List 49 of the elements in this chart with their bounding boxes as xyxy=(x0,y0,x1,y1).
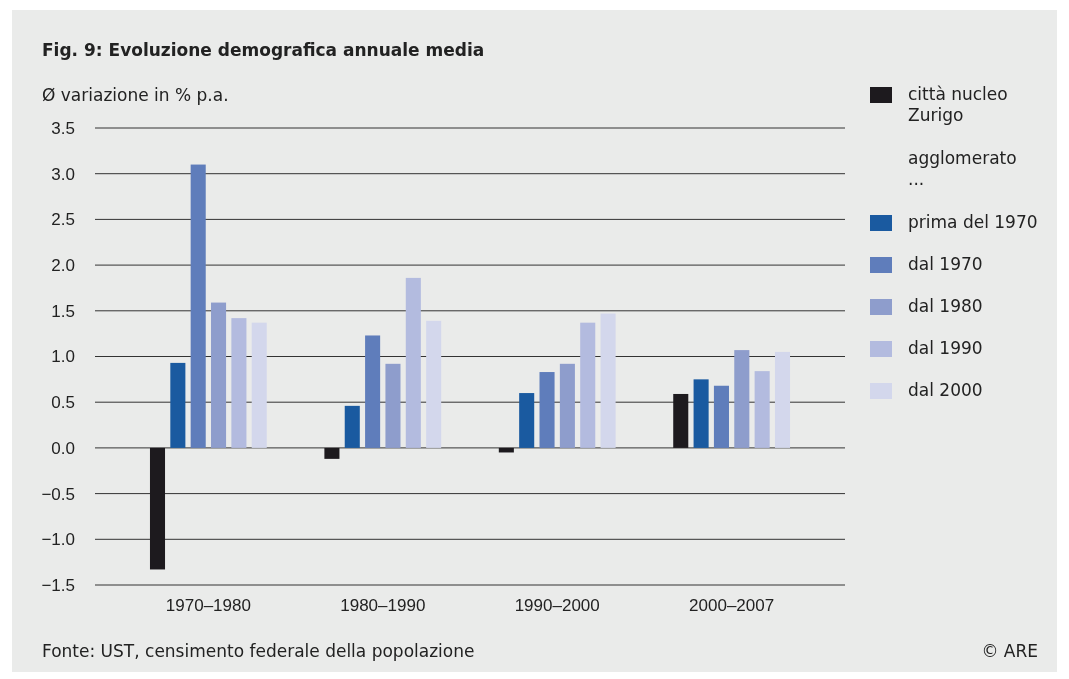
y-tick-label: 3.0 xyxy=(51,164,75,184)
bar xyxy=(539,372,555,448)
bar xyxy=(251,322,267,448)
bar xyxy=(754,371,770,448)
source-note: Fonte: UST, censimento federale della popolazione xyxy=(42,641,475,661)
bar xyxy=(559,363,575,448)
y-tick-label: 2.0 xyxy=(51,256,75,276)
y-tick-label: −1.0 xyxy=(41,530,75,550)
legend-label: dal 1990 xyxy=(908,338,983,358)
bar xyxy=(774,351,791,448)
y-tick-label: −0.5 xyxy=(41,484,75,504)
legend-label: prima del 1970 xyxy=(908,212,1038,232)
y-tick-label: 1.0 xyxy=(51,347,75,367)
legend-label: città nucleo Zurigo xyxy=(908,84,1008,125)
text: © ARE xyxy=(981,641,1038,661)
bar xyxy=(519,393,535,448)
y-tick-label: 1.5 xyxy=(51,301,75,321)
y-tick-label: 2.5 xyxy=(51,210,75,230)
x-tick-label: 2000–2007 xyxy=(689,596,775,616)
y-tick-label: 0.0 xyxy=(51,438,75,458)
bar xyxy=(344,405,360,448)
bar xyxy=(170,362,186,448)
bar xyxy=(211,302,227,448)
legend-label: dal 1980 xyxy=(908,296,983,316)
bar xyxy=(580,322,596,448)
y-tick-label: −1.5 xyxy=(41,575,75,595)
bar xyxy=(324,447,340,459)
bar xyxy=(385,363,401,448)
x-tick-label: 1990–2000 xyxy=(514,596,600,616)
y-tick-label: 0.5 xyxy=(51,393,75,413)
bar xyxy=(673,393,689,448)
bar xyxy=(190,164,206,448)
bar xyxy=(600,313,616,448)
bar xyxy=(365,335,381,448)
bar xyxy=(231,318,247,448)
legend-label: dal 1970 xyxy=(908,254,983,274)
bar xyxy=(405,277,421,448)
legend-label: dal 2000 xyxy=(908,380,983,400)
bar xyxy=(693,379,709,448)
bar xyxy=(149,447,166,570)
bar xyxy=(713,385,729,448)
text: agglomerato ... xyxy=(908,148,1017,189)
chart-title: Fig. 9: Evoluzione demografica annuale media xyxy=(42,40,485,60)
bar xyxy=(426,320,442,448)
y-tick-label: 3.5 xyxy=(51,118,75,138)
x-tick-label: 1970–1980 xyxy=(165,596,251,616)
bar xyxy=(734,350,750,448)
x-tick-label: 1980–1990 xyxy=(340,596,426,616)
y-axis-title: Ø variazione in % p.a. xyxy=(42,85,229,105)
